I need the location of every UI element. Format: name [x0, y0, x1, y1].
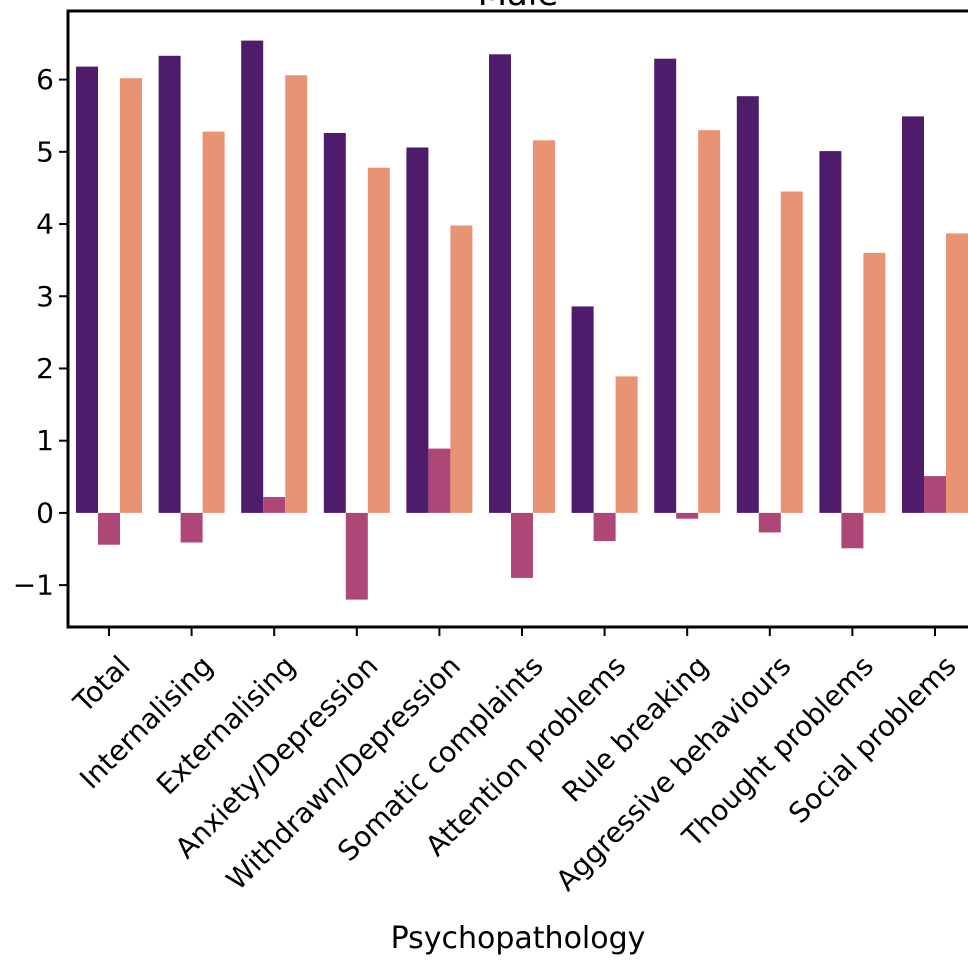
bar-2-5: [428, 448, 451, 513]
plot-frame: [66, 9, 968, 629]
bar-3-8: [698, 130, 721, 513]
y-tick-label: −1: [13, 569, 54, 602]
bar-3-7: [615, 376, 638, 513]
bar-2-11: [924, 476, 946, 513]
bars-layer: [76, 40, 968, 600]
x-axis: TotalInternalisingExternalisingAnxiety/D…: [66, 627, 963, 897]
bar-1-6: [489, 54, 511, 513]
bar-3-11: [946, 233, 968, 513]
y-tick-label: 1: [36, 424, 54, 457]
y-axis: −1 0 1 2 3 4 5 6: [13, 63, 68, 602]
bar-3-5: [450, 225, 473, 513]
bar-1-8: [654, 58, 677, 513]
bar-1-4: [323, 133, 346, 513]
y-tick-label: 5: [36, 135, 54, 168]
bar-1-2: [158, 55, 181, 513]
bar-1-5: [406, 147, 429, 513]
bar-1-9: [736, 96, 759, 513]
bar-3-9: [780, 191, 803, 513]
bar-2-3: [263, 497, 286, 513]
bar-1-3: [241, 40, 264, 513]
bar-2-9: [758, 512, 781, 533]
bar-1-10: [819, 151, 842, 513]
bar-3-1: [120, 78, 142, 513]
y-tick-label: 6: [36, 63, 54, 96]
x-axis-label: Psychopathology: [391, 921, 646, 956]
y-tick-label: 2: [36, 352, 54, 385]
bar-2-8: [676, 512, 699, 519]
bar-2-2: [180, 512, 203, 543]
bar-1-7: [571, 306, 594, 513]
bar-3-10: [863, 252, 886, 513]
bar-3-4: [367, 167, 390, 513]
bar-3-6: [533, 140, 555, 513]
y-tick-label: 3: [36, 280, 54, 313]
bar-1-1: [76, 66, 98, 513]
y-tick-label: 0: [36, 496, 54, 529]
x-tick-label: Rule breaking: [555, 649, 714, 808]
bar-3-3: [285, 75, 308, 513]
bar-2-10: [841, 512, 864, 549]
bar-2-1: [98, 512, 120, 545]
bar-2-6: [511, 512, 533, 578]
bar-1-11: [902, 116, 924, 513]
x-tick-label: Total: [66, 649, 136, 719]
bar-3-2: [202, 131, 225, 513]
y-tick-label: 4: [36, 208, 54, 241]
bar-2-4: [345, 512, 368, 600]
bar-2-7: [593, 512, 616, 542]
